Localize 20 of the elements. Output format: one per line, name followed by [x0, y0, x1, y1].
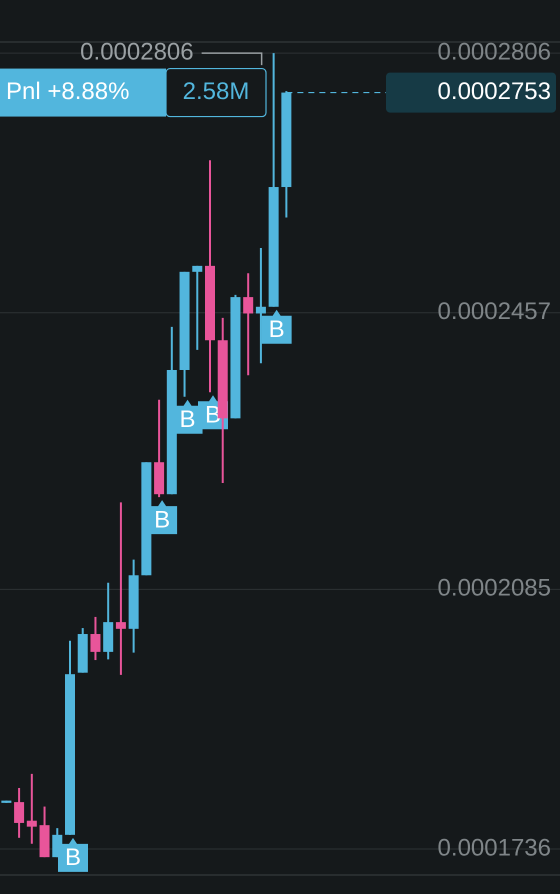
y-tick-label: 0.0002806 [438, 38, 551, 66]
candlestick [26, 772, 37, 845]
y-tick-label: 0.0002457 [438, 298, 551, 326]
y-tick-label: 0.0002085 [438, 574, 551, 602]
y-tick-label: 0.0001736 [438, 834, 551, 862]
annotation: B [268, 316, 285, 344]
candlestick [243, 272, 254, 376]
candlestick [90, 616, 100, 662]
candlestick [192, 264, 202, 351]
ref-line-label: 0.0002753 [438, 78, 551, 105]
annotation: Pnl +8.88% [6, 78, 130, 105]
annotation: B [64, 844, 82, 872]
candlestick [256, 247, 266, 364]
candlestick [116, 501, 126, 676]
candlestick [14, 786, 24, 839]
candlestick [52, 827, 62, 858]
annotation: B [180, 406, 196, 434]
annotation: 2.58M [182, 78, 250, 105]
annotation: B [154, 506, 170, 534]
annotation: 0.0002806 [80, 38, 194, 66]
